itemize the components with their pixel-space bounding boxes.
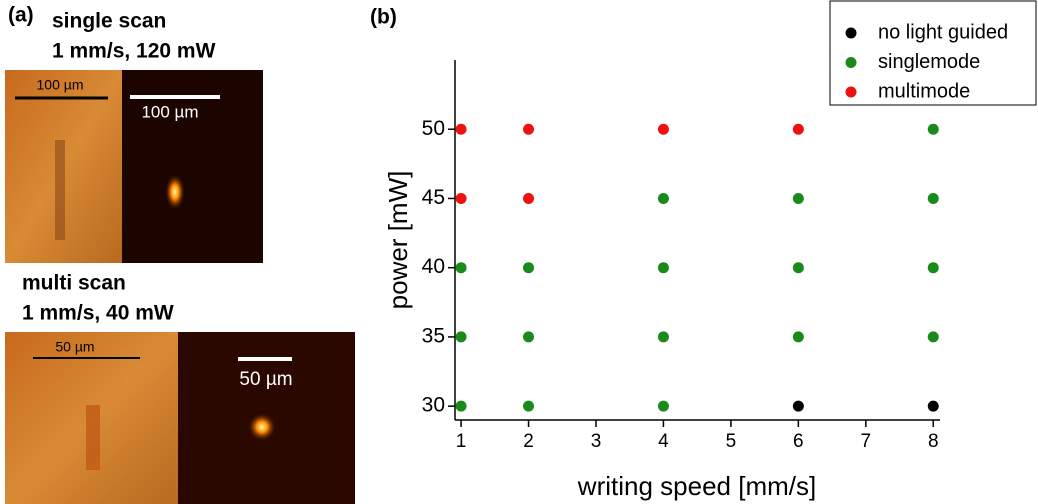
y-tick-label: 45 xyxy=(422,186,445,209)
y-tick-label: 30 xyxy=(422,394,445,417)
point xyxy=(455,192,467,204)
point xyxy=(455,123,467,135)
legend-label: singlemode xyxy=(878,51,980,73)
scale-label: 50 µm xyxy=(55,339,94,355)
point xyxy=(523,331,535,343)
point xyxy=(927,400,939,412)
x-tick-label: 8 xyxy=(928,431,939,452)
point xyxy=(523,262,535,274)
caption: 1 mm/s, 120 mW xyxy=(52,40,216,63)
mode-spot xyxy=(165,174,185,210)
point xyxy=(523,123,535,135)
point xyxy=(792,400,804,412)
point xyxy=(927,123,939,135)
point xyxy=(523,192,535,204)
x-tick-label: 1 xyxy=(456,431,467,452)
scale-label: 100 µm xyxy=(37,77,84,93)
point xyxy=(792,331,804,343)
point xyxy=(657,192,669,204)
point xyxy=(455,331,467,343)
point xyxy=(792,192,804,204)
x-tick-label: 6 xyxy=(793,431,804,452)
point xyxy=(792,262,804,274)
x-tick-label: 5 xyxy=(726,431,737,452)
panel-a: (a) single scan 1 mm/s, 120 mW 100 µm 10… xyxy=(5,4,355,504)
x-tick-label: 4 xyxy=(658,431,669,452)
x-tick-label: 7 xyxy=(861,431,872,452)
point xyxy=(927,192,939,204)
caption: single scan xyxy=(52,10,166,33)
y-tick-label: 35 xyxy=(422,324,445,347)
point xyxy=(455,262,467,274)
y-tick-label: 50 xyxy=(422,117,445,140)
mode-image xyxy=(122,70,263,263)
panel-label: (a) xyxy=(8,4,34,27)
panel-label: (b) xyxy=(370,6,397,29)
point xyxy=(657,262,669,274)
legend-label: no light guided xyxy=(878,21,1008,43)
caption: multi scan xyxy=(22,272,126,295)
point xyxy=(657,331,669,343)
scale-label: 50 µm xyxy=(239,369,292,390)
point xyxy=(657,123,669,135)
caption: 1 mm/s, 40 mW xyxy=(22,302,174,325)
point xyxy=(927,262,939,274)
point xyxy=(927,331,939,343)
legend-marker xyxy=(845,27,857,39)
point xyxy=(657,400,669,412)
x-axis-title: writing speed [mm/s] xyxy=(577,471,816,501)
waveguide xyxy=(55,140,65,240)
legend-marker xyxy=(845,57,857,68)
y-axis-title: power [mW] xyxy=(383,171,413,310)
legend-marker xyxy=(845,86,857,98)
y-tick-label: 40 xyxy=(422,255,445,278)
waveguide xyxy=(86,405,100,470)
point xyxy=(455,400,467,412)
legend-label: multimode xyxy=(878,80,970,102)
point xyxy=(523,400,535,412)
x-tick-label: 3 xyxy=(591,431,602,452)
legend-box xyxy=(829,0,1037,106)
mode-spot xyxy=(248,413,276,441)
point xyxy=(792,123,804,135)
scale-label: 100 µm xyxy=(141,102,198,121)
x-tick-label: 2 xyxy=(523,431,534,452)
panel-b: (b) writing speed [mm/s] power [mW] 3035… xyxy=(370,0,1037,501)
